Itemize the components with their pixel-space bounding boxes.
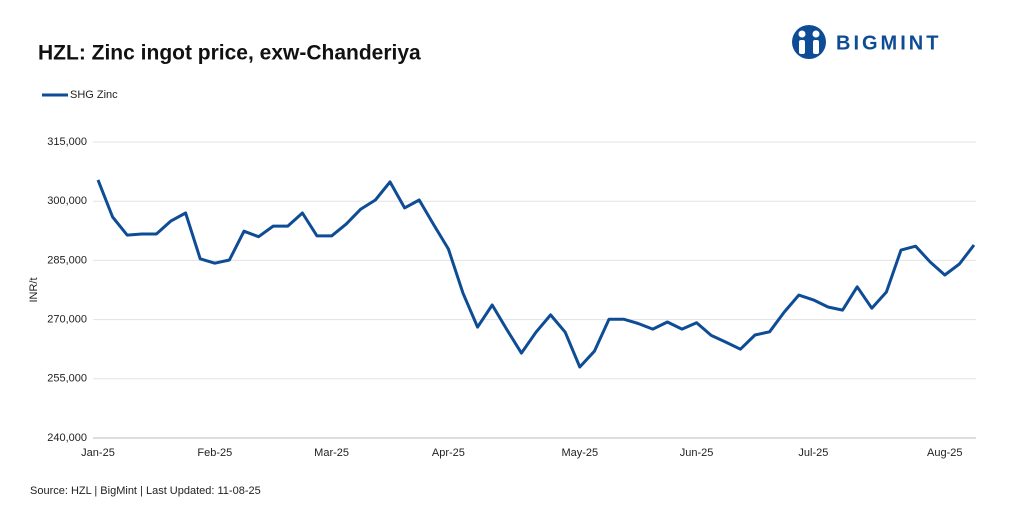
x-tick-label: Jan-25	[81, 447, 115, 459]
x-tick-label: May-25	[561, 447, 598, 459]
legend-label: SHG Zinc	[70, 89, 118, 101]
y-tick-label: 300,000	[47, 195, 87, 207]
series-line	[96, 179, 976, 369]
x-tick-label: Aug-25	[927, 447, 962, 459]
y-axis-label: INR/t	[28, 277, 40, 302]
source-note: Source: HZL | BigMint | Last Updated: 11…	[30, 485, 261, 497]
logo-icon-body	[813, 40, 819, 54]
y-tick-label: 315,000	[47, 136, 87, 148]
x-tick-label: Jun-25	[680, 447, 714, 459]
x-tick-label: Mar-25	[314, 447, 349, 459]
logo: BIGMINT	[792, 25, 941, 59]
logo-icon-head	[798, 30, 806, 38]
x-tick-label: Feb-25	[197, 447, 232, 459]
logo-icon-body	[799, 40, 805, 54]
y-tick-label: 240,000	[47, 432, 87, 444]
y-tick-label: 255,000	[47, 373, 87, 385]
logo-icon	[792, 25, 826, 59]
x-tick-label: Apr-25	[432, 447, 465, 459]
y-tick-label: 285,000	[47, 254, 87, 266]
y-tick-label: 270,000	[47, 314, 87, 326]
logo-text: BIGMINT	[836, 32, 941, 54]
logo-icon-head	[812, 30, 820, 38]
x-tick-label: Jul-25	[798, 447, 828, 459]
chart-title: HZL: Zinc ingot price, exw-Chanderiya	[38, 42, 421, 65]
